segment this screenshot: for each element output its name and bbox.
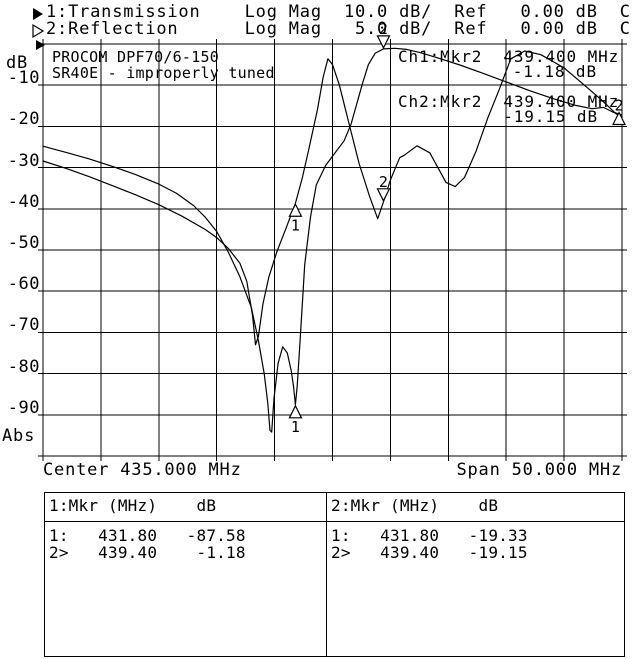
marker-table-row: 1: 431.80 -19.33 xyxy=(331,526,528,545)
y-axis-tick-label: -50 xyxy=(7,233,40,253)
y-axis-tick-label: -40 xyxy=(7,191,40,212)
y-axis-mode: Abs xyxy=(2,426,36,446)
ch2-readout-label: Ch2:Mkr2 xyxy=(398,92,483,111)
y-axis-unit: dB xyxy=(6,53,29,73)
y-axis-tick-label: -20 xyxy=(7,109,40,130)
svg-text:1: 1 xyxy=(291,418,300,436)
marker-table-ch2-column: 2:Mkr (MHz) dB 1: 431.80 -19.33 2> 439.40… xyxy=(327,493,624,656)
svg-text:2: 2 xyxy=(379,173,388,191)
marker-table: 1:Mkr (MHz) dB 1: 431.80 -87.58 2> 439.40… xyxy=(44,492,625,657)
marker-table-header-separator xyxy=(45,521,624,522)
x-axis-span-label: Span 50.000 MHz xyxy=(456,460,622,480)
ch1-readout-label: Ch1:Mkr2 xyxy=(398,47,483,66)
marker-table-ch2-header: 2:Mkr (MHz) dB xyxy=(331,496,499,515)
marker-table-row: 2> 439.40 -1.18 xyxy=(49,543,246,562)
channel1-header-line: 1:Transmission Log Mag 10.0 dB/ Ref 0.00… xyxy=(46,2,631,22)
ch1-marker-value: -1.18 dB xyxy=(512,62,597,81)
y-axis-tick-label: -70 xyxy=(7,315,40,336)
marker-table-ch2-rows: 1: 431.80 -19.33 2> 439.40 -19.15 xyxy=(331,526,528,562)
marker-table-row: 1: 431.80 -87.58 xyxy=(49,526,246,545)
y-axis-tick-label: -30 xyxy=(7,150,40,171)
marker-table-ch1-rows: 1: 431.80 -87.58 2> 439.40 -1.18 xyxy=(49,526,246,562)
marker-table-row: 2> 439.40 -19.15 xyxy=(331,543,528,562)
marker-table-ch1-column: 1:Mkr (MHz) dB 1: 431.80 -87.58 2> 439.40… xyxy=(45,493,326,656)
y-axis-tick-label: -90 xyxy=(7,397,40,418)
x-axis-center-label: Center 435.000 MHz xyxy=(43,460,242,480)
y-axis-tick-label: -80 xyxy=(7,356,40,377)
marker-table-ch1-header: 1:Mkr (MHz) dB xyxy=(49,496,217,515)
y-axis-tick-label: -10 xyxy=(7,68,40,89)
annotation-comment: SR40E - improperly tuned xyxy=(52,64,275,82)
svg-text:1: 1 xyxy=(291,216,300,234)
marker-table-divider xyxy=(326,493,327,656)
channel2-header-line: 2:Reflection Log Mag 5.0 dB/ Ref 0.00 dB… xyxy=(46,19,631,39)
ch2-marker-value: -19.15 dB xyxy=(503,107,598,126)
y-axis-tick-label: -60 xyxy=(7,274,40,295)
